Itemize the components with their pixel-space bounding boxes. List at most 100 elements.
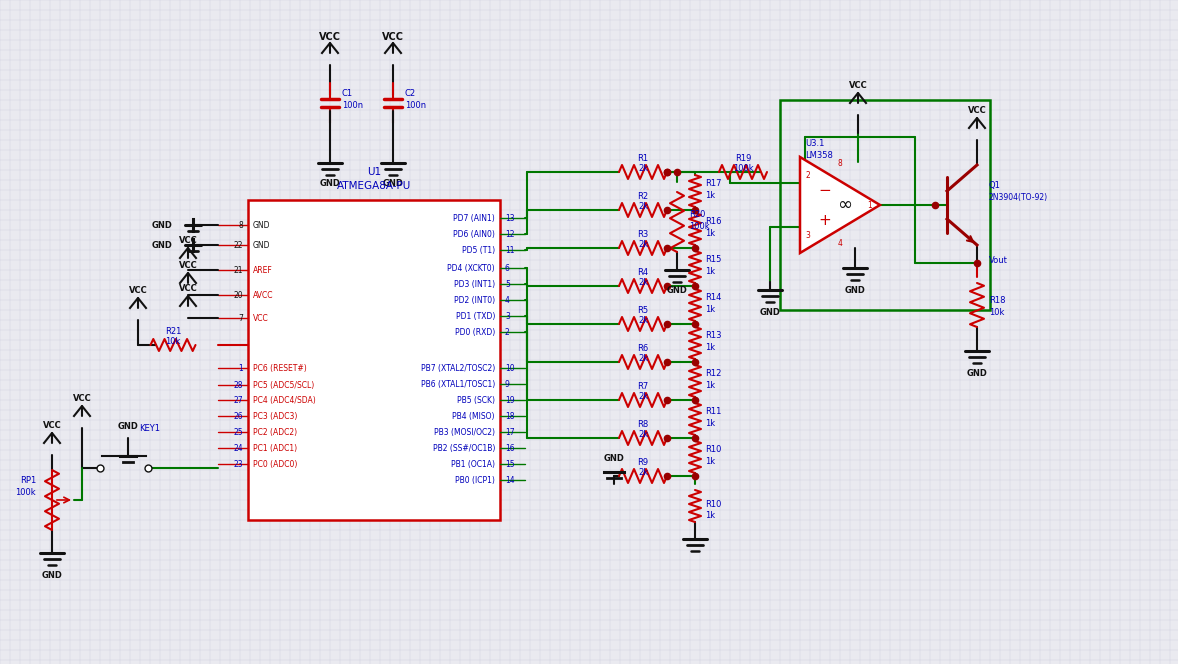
Text: 10k: 10k <box>165 337 180 345</box>
Text: 2: 2 <box>505 327 510 337</box>
Text: R12: R12 <box>704 369 721 378</box>
Text: 20: 20 <box>233 291 243 299</box>
Text: 21: 21 <box>233 266 243 274</box>
Text: 2: 2 <box>806 171 810 179</box>
Text: R10: R10 <box>704 444 721 454</box>
Text: PB1 (OC1A): PB1 (OC1A) <box>451 459 495 469</box>
Text: 2k: 2k <box>638 430 648 438</box>
Text: PB6 (XTAL1/TOSC1): PB6 (XTAL1/TOSC1) <box>421 380 495 388</box>
Text: AREF: AREF <box>253 266 273 274</box>
Text: GND: GND <box>603 454 624 463</box>
Text: R19: R19 <box>735 153 752 163</box>
Text: AVCC: AVCC <box>253 291 273 299</box>
Text: R5: R5 <box>637 305 649 315</box>
Text: VCC: VCC <box>967 106 986 114</box>
Text: PC0 (ADC0): PC0 (ADC0) <box>253 459 297 469</box>
Text: VCC: VCC <box>848 80 867 90</box>
Text: 9: 9 <box>505 380 510 388</box>
Text: PB3 (MOSI/OC2): PB3 (MOSI/OC2) <box>434 428 495 436</box>
Text: 4: 4 <box>505 295 510 305</box>
Text: R15: R15 <box>704 254 721 264</box>
Text: 18: 18 <box>505 412 515 420</box>
Text: VCC: VCC <box>253 313 269 323</box>
Text: GND: GND <box>760 307 781 317</box>
Text: VCC: VCC <box>319 32 340 42</box>
Text: PB0 (ICP1): PB0 (ICP1) <box>455 475 495 485</box>
Text: 2k: 2k <box>638 278 648 286</box>
Text: ATMEGA8A-PU: ATMEGA8A-PU <box>337 181 411 191</box>
Text: 1k: 1k <box>704 380 715 390</box>
Text: VCC: VCC <box>128 286 147 295</box>
Text: 100k: 100k <box>689 222 709 230</box>
Text: PD3 (INT1): PD3 (INT1) <box>454 280 495 288</box>
Text: GND: GND <box>118 422 139 430</box>
Text: 100n: 100n <box>405 100 426 110</box>
Text: R3: R3 <box>637 230 649 238</box>
Text: 12: 12 <box>505 230 515 238</box>
Text: PB2 (SS#/OC1B): PB2 (SS#/OC1B) <box>432 444 495 452</box>
Text: VCC: VCC <box>42 420 61 430</box>
Text: 1k: 1k <box>704 266 715 276</box>
Text: 5: 5 <box>505 280 510 288</box>
Text: VCC: VCC <box>179 284 198 293</box>
Text: LM358: LM358 <box>805 151 833 159</box>
Text: 28: 28 <box>233 380 243 390</box>
Text: 1k: 1k <box>704 511 715 521</box>
Text: PB5 (SCK): PB5 (SCK) <box>457 396 495 404</box>
Text: PC2 (ADC2): PC2 (ADC2) <box>253 428 297 436</box>
Text: 7: 7 <box>238 313 243 323</box>
Bar <box>780 100 990 310</box>
Text: PC6 (RESET#): PC6 (RESET#) <box>253 363 306 373</box>
Text: 1k: 1k <box>704 305 715 313</box>
Text: PD6 (AIN0): PD6 (AIN0) <box>454 230 495 238</box>
Text: +: + <box>819 212 832 228</box>
Text: GND: GND <box>41 572 62 580</box>
Text: GND: GND <box>253 220 271 230</box>
Text: ∞: ∞ <box>838 196 853 214</box>
Text: 1: 1 <box>868 201 873 210</box>
Text: C2: C2 <box>405 88 416 98</box>
Text: 1k: 1k <box>704 228 715 238</box>
Text: 1k: 1k <box>704 418 715 428</box>
Text: PB7 (XTAL2/TOSC2): PB7 (XTAL2/TOSC2) <box>421 363 495 373</box>
Text: R13: R13 <box>704 331 721 339</box>
Text: 100k: 100k <box>733 163 753 173</box>
Text: Q1: Q1 <box>990 181 1001 189</box>
Text: R11: R11 <box>704 406 721 416</box>
Text: 11: 11 <box>505 246 515 254</box>
Text: PD2 (INT0): PD2 (INT0) <box>454 295 495 305</box>
Text: GND: GND <box>253 240 271 250</box>
Text: 2k: 2k <box>638 201 648 210</box>
Text: RP1: RP1 <box>20 475 37 485</box>
Text: 13: 13 <box>505 214 515 222</box>
Text: PC3 (ADC3): PC3 (ADC3) <box>253 412 297 420</box>
Text: 4: 4 <box>838 238 842 248</box>
Text: U3.1: U3.1 <box>805 139 825 147</box>
Text: VCC: VCC <box>179 260 198 270</box>
Text: R10: R10 <box>704 499 721 509</box>
Text: 1k: 1k <box>704 343 715 351</box>
Text: 8: 8 <box>238 220 243 230</box>
Text: PD0 (RXD): PD0 (RXD) <box>455 327 495 337</box>
Text: PC5 (ADC5/SCL): PC5 (ADC5/SCL) <box>253 380 315 390</box>
Text: PD4 (XCKT0): PD4 (XCKT0) <box>448 264 495 272</box>
Text: R4: R4 <box>637 268 649 276</box>
Text: PC1 (ADC1): PC1 (ADC1) <box>253 444 297 452</box>
Text: 15: 15 <box>505 459 515 469</box>
Text: 6: 6 <box>505 264 510 272</box>
Text: 1k: 1k <box>704 191 715 199</box>
Text: 2k: 2k <box>638 467 648 477</box>
Text: VCC: VCC <box>382 32 404 42</box>
Text: 2k: 2k <box>638 315 648 325</box>
Text: PB4 (MISO): PB4 (MISO) <box>452 412 495 420</box>
Text: Vout: Vout <box>990 256 1008 264</box>
Text: PD7 (AIN1): PD7 (AIN1) <box>454 214 495 222</box>
Text: C1: C1 <box>342 88 353 98</box>
Text: 26: 26 <box>233 412 243 420</box>
Text: 2k: 2k <box>638 353 648 363</box>
Text: 1: 1 <box>238 363 243 373</box>
Text: GND: GND <box>151 220 172 230</box>
Text: R18: R18 <box>990 295 1006 305</box>
Text: 10k: 10k <box>990 307 1005 317</box>
Text: PD5 (T1): PD5 (T1) <box>462 246 495 254</box>
